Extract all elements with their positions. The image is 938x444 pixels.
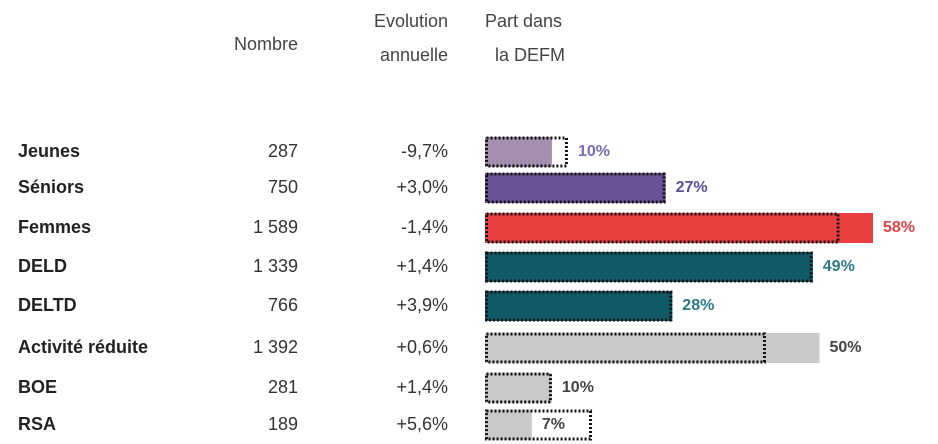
bar [485,213,873,243]
row-label: BOE [18,377,57,397]
count: 750 [268,177,298,197]
outline-box [485,372,552,404]
evolution: +5,6% [396,414,448,434]
column-header: Nombre [234,34,298,54]
row-label: Jeunes [18,141,80,161]
value-label: 27% [676,179,708,196]
evolution: +3,0% [396,177,448,197]
count: 281 [268,377,298,397]
evolution: -9,7% [401,141,448,161]
outline-box [485,212,840,244]
outline-box [485,172,666,204]
outline-box [485,332,766,364]
evolution: +3,9% [396,295,448,315]
column-header: annuelle [380,45,448,65]
value-label: 7% [542,416,565,433]
count: 189 [268,414,298,434]
outline-box [485,136,568,168]
bar [485,252,813,282]
value-label: 50% [829,339,861,356]
value-label: 10% [578,143,610,160]
bar [485,173,666,203]
count: 287 [268,141,298,161]
value-label: 28% [682,297,714,314]
row-label: DELD [18,256,67,276]
outline-box [485,409,593,441]
row-label: Activité réduite [18,337,148,357]
bar [485,137,552,167]
evolution: +1,4% [396,377,448,397]
value-label: 58% [883,219,915,236]
row-label: RSA [18,414,56,434]
row-label: Séniors [18,177,84,197]
column-header: Part dans [485,11,562,31]
count: 1 589 [253,217,298,237]
evolution: +0,6% [396,337,448,357]
bar [485,291,673,321]
evolution: +1,4% [396,256,448,276]
row-label: Femmes [18,217,91,237]
column-header: la DEFM [495,45,565,65]
value-label: 49% [823,258,855,275]
bar [485,410,532,440]
evolution: -1,4% [401,217,448,237]
outline-box [485,290,673,322]
count: 1 392 [253,337,298,357]
column-header: Evolution [374,11,448,31]
bar [485,333,820,363]
bar [485,373,552,403]
row-label: DELTD [18,295,77,315]
value-label: 10% [562,379,594,396]
count: 1 339 [253,256,298,276]
count: 766 [268,295,298,315]
